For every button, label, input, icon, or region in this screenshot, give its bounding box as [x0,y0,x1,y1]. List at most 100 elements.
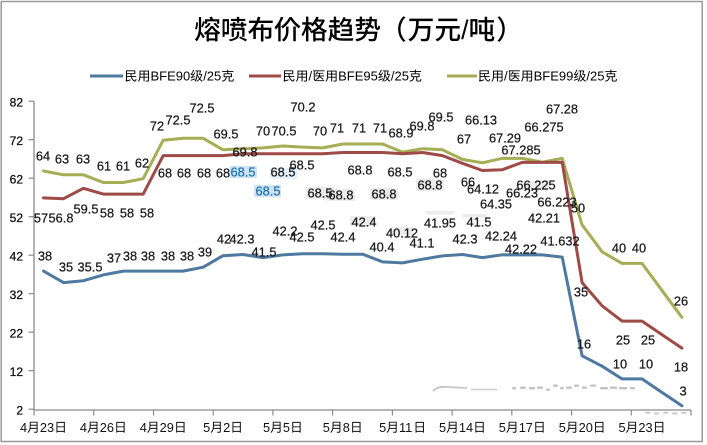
svg-text:5: 5 [379,420,386,435]
svg-text:39: 39 [198,245,212,260]
svg-text:22: 22 [10,326,24,340]
svg-text:42.22: 42.22 [505,242,537,257]
svg-text:20: 20 [579,420,593,435]
svg-text:10: 10 [613,357,627,372]
svg-text:5: 5 [323,420,330,435]
svg-text:59.5: 59.5 [74,202,99,217]
svg-text:66.13: 66.13 [465,113,497,128]
svg-text:68.8: 68.8 [372,187,397,202]
svg-text:57: 57 [34,211,48,226]
svg-text:/25: /25 [586,69,604,84]
svg-text:5: 5 [559,420,566,435]
svg-text:72: 72 [10,134,24,148]
svg-text:69.8: 69.8 [410,119,435,134]
svg-text:61: 61 [97,159,111,174]
svg-text:64.35: 64.35 [480,197,512,212]
svg-text:70: 70 [313,124,327,139]
svg-text:68.8: 68.8 [418,178,443,193]
svg-text:52: 52 [10,211,24,225]
svg-text:62: 62 [135,156,149,171]
svg-text:40: 40 [632,241,646,256]
svg-text:66.223: 66.223 [537,195,576,210]
svg-text:/25: /25 [391,69,409,84]
svg-text:42: 42 [217,232,231,247]
svg-text:2: 2 [223,420,230,435]
svg-text:42.4: 42.4 [352,215,377,230]
svg-text:38: 38 [38,249,52,264]
svg-text:14: 14 [459,420,473,435]
svg-text:25: 25 [641,333,655,348]
svg-text:58: 58 [120,206,134,221]
svg-text:5: 5 [263,420,270,435]
svg-text:68.9: 68.9 [389,126,414,141]
svg-text:40.4: 40.4 [370,240,395,255]
svg-text:70: 70 [256,124,270,139]
svg-text:35: 35 [59,260,73,275]
svg-text:68.5: 68.5 [290,158,315,173]
svg-text:42.3: 42.3 [453,232,478,247]
svg-text:68.5: 68.5 [388,165,413,180]
svg-text:68: 68 [433,166,447,181]
svg-text:2: 2 [16,403,23,417]
svg-text:68: 68 [197,166,211,181]
svg-text:25: 25 [616,333,630,348]
svg-text:72.5: 72.5 [190,101,215,116]
svg-text:69.5: 69.5 [214,127,239,142]
svg-text:11: 11 [399,420,412,435]
svg-text:/: / [504,69,508,84]
svg-text:35: 35 [574,285,588,300]
svg-text:67: 67 [457,132,471,147]
svg-text:37: 37 [107,251,121,266]
svg-text:10: 10 [639,357,653,372]
svg-text:41.632: 41.632 [540,234,579,249]
svg-text:/: / [461,15,469,45]
svg-text:42.5: 42.5 [290,230,315,245]
svg-text:68.8: 68.8 [348,163,373,178]
svg-text:68.5: 68.5 [256,184,281,199]
svg-text:/25: /25 [203,69,221,84]
svg-text:68.8: 68.8 [329,188,354,203]
svg-text:68.5: 68.5 [231,165,256,180]
svg-text:68: 68 [177,166,191,181]
svg-text:4: 4 [80,420,87,435]
svg-text:42.5: 42.5 [311,218,336,233]
svg-text:40: 40 [612,241,626,256]
svg-text:16: 16 [577,337,591,352]
svg-text:68: 68 [216,166,230,181]
svg-text:BFE99: BFE99 [534,69,574,84]
svg-text:42.21: 42.21 [528,211,560,226]
svg-text:67.285: 67.285 [501,143,540,158]
svg-text:BFE90: BFE90 [151,69,191,84]
svg-text:58: 58 [100,206,114,221]
svg-text:5: 5 [619,420,626,435]
svg-text:71: 71 [352,121,366,136]
svg-text:68.5: 68.5 [308,186,333,201]
svg-text:42.24: 42.24 [485,229,517,244]
svg-text:3: 3 [679,384,686,399]
svg-text:67.29: 67.29 [489,131,521,146]
svg-text:61: 61 [116,159,130,174]
svg-text:72.5: 72.5 [166,113,191,128]
svg-text:5: 5 [203,420,210,435]
svg-text:66: 66 [461,175,475,190]
svg-text:17: 17 [519,420,533,435]
svg-text:41.5: 41.5 [467,215,492,230]
svg-text:71: 71 [373,121,387,136]
svg-text:64: 64 [36,149,50,164]
svg-text:70.5: 70.5 [272,124,297,139]
svg-text:58: 58 [140,206,154,221]
svg-text:66.225: 66.225 [516,178,555,193]
svg-text:12: 12 [10,365,24,379]
svg-text:38: 38 [123,249,137,264]
svg-text:26: 26 [100,420,114,435]
svg-text:38: 38 [180,249,194,264]
svg-text:64.12: 64.12 [467,182,499,197]
svg-text:5: 5 [499,420,506,435]
svg-text:71: 71 [330,121,344,136]
svg-text:29: 29 [160,420,174,435]
svg-text:4: 4 [140,420,147,435]
svg-text:66.23: 66.23 [506,186,538,201]
svg-text:38: 38 [141,249,155,264]
svg-text:68.5: 68.5 [271,165,296,180]
svg-text:67.28: 67.28 [546,102,578,117]
